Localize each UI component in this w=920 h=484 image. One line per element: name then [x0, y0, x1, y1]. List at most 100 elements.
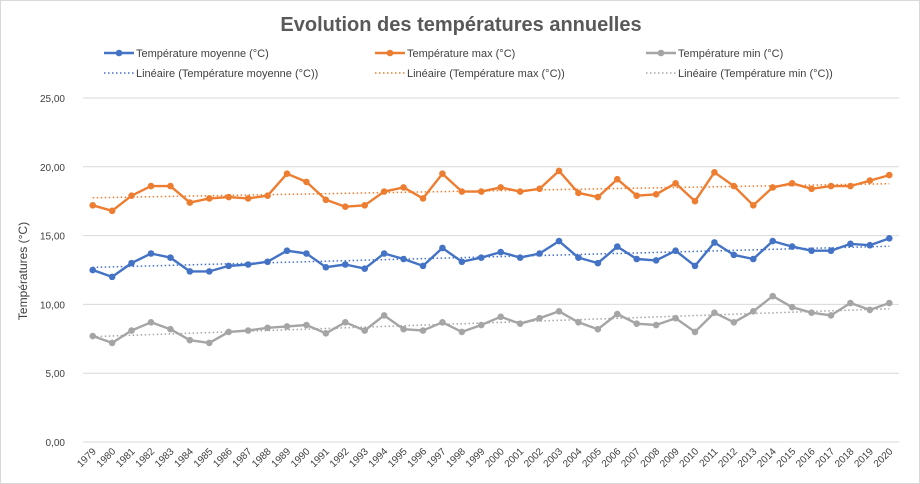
data-point [672, 180, 679, 187]
data-point [322, 329, 330, 337]
data-point [400, 255, 407, 263]
data-point [264, 324, 271, 332]
data-point [652, 257, 660, 264]
legend-marker [657, 49, 665, 57]
trendlines [92, 182, 890, 338]
data-point [264, 258, 271, 266]
x-tick-label: 1981 [114, 446, 138, 470]
data-point [866, 241, 874, 249]
data-point [691, 262, 699, 270]
x-tick-label: 2004 [561, 446, 585, 470]
x-tick-label: 1984 [172, 446, 196, 470]
data-point [652, 321, 660, 329]
data-point [167, 325, 174, 333]
gridlines [83, 97, 899, 443]
data-point [497, 313, 505, 321]
data-point [439, 170, 446, 177]
data-point [89, 202, 97, 209]
data-point [672, 314, 679, 322]
x-axis-ticks: 1979198019811982198319841985198619871988… [75, 446, 895, 470]
x-tick-label: 1997 [425, 446, 449, 470]
legend-trend-label: Linéaire (Température max (°C)) [407, 68, 565, 80]
data-point [749, 307, 757, 315]
data-point [147, 318, 155, 326]
x-tick-label: 1998 [444, 446, 468, 470]
data-point [167, 254, 174, 261]
data-point [283, 323, 291, 330]
y-tick-label: 20,00 [40, 163, 65, 174]
data-point [808, 185, 815, 193]
legend-marker [115, 49, 123, 57]
data-point [108, 339, 116, 347]
data-point [633, 320, 641, 327]
legend-marker [386, 49, 394, 57]
data-point [711, 169, 718, 176]
data-point [885, 299, 893, 307]
x-tick-label: 1990 [289, 446, 313, 470]
data-point [341, 261, 349, 268]
legend-trend-label: Linéaire (Température min (°C)) [678, 68, 833, 80]
x-tick-label: 1993 [347, 446, 371, 470]
series-line [92, 237, 890, 279]
x-tick-label: 2015 [775, 446, 799, 470]
trendline [92, 245, 890, 269]
data-point [536, 250, 543, 257]
data-point [575, 254, 582, 261]
series [89, 235, 893, 281]
data-point [147, 182, 155, 190]
data-point [205, 268, 213, 275]
data-point [419, 195, 427, 202]
data-point [769, 237, 777, 245]
x-tick-label: 1987 [231, 446, 255, 470]
y-tick-label: 5,00 [46, 369, 66, 380]
data-point [788, 303, 796, 311]
x-tick-label: 2012 [716, 446, 740, 470]
data-point [536, 185, 543, 193]
legend-label: Température min (°C) [678, 48, 783, 60]
data-point [322, 196, 330, 204]
x-tick-label: 2002 [522, 446, 546, 470]
y-axis-title: Températures (°C) [16, 222, 30, 320]
data-point [361, 327, 369, 334]
data-point [439, 244, 446, 252]
data-point [555, 167, 563, 175]
data-point [691, 328, 699, 336]
x-tick-label: 2010 [678, 446, 702, 470]
data-point [769, 184, 777, 191]
data-point [847, 182, 854, 190]
data-point [633, 255, 641, 263]
data-point [516, 188, 524, 195]
series [89, 292, 893, 347]
data-point [283, 170, 291, 177]
data-point [477, 321, 485, 329]
x-tick-label: 1995 [386, 446, 410, 470]
data-point [749, 202, 757, 209]
data-point [283, 247, 291, 255]
x-tick-label: 2019 [852, 446, 876, 470]
data-point [205, 339, 213, 347]
data-point [827, 182, 835, 190]
data-point [594, 259, 602, 267]
data-point [594, 325, 602, 333]
x-tick-label: 2008 [639, 446, 663, 470]
x-tick-label: 1989 [270, 446, 294, 470]
series [89, 167, 893, 215]
data-point [458, 188, 466, 195]
data-point [594, 193, 602, 201]
data-point [730, 318, 738, 326]
x-tick-label: 2017 [814, 446, 838, 470]
x-tick-label: 2006 [600, 446, 624, 470]
data-point [827, 247, 835, 255]
data-point [788, 243, 796, 250]
data-point [788, 180, 796, 187]
x-tick-label: 2013 [736, 446, 760, 470]
data-point [400, 325, 407, 333]
x-tick-label: 2016 [794, 446, 818, 470]
x-tick-label: 1985 [192, 446, 216, 470]
data-point [225, 262, 233, 270]
x-tick-label: 2020 [872, 446, 896, 470]
data-point [730, 182, 738, 190]
trendline [92, 182, 890, 199]
chart-title: Evolution des températures annuelles [280, 14, 641, 36]
x-tick-label: 1994 [367, 446, 391, 470]
